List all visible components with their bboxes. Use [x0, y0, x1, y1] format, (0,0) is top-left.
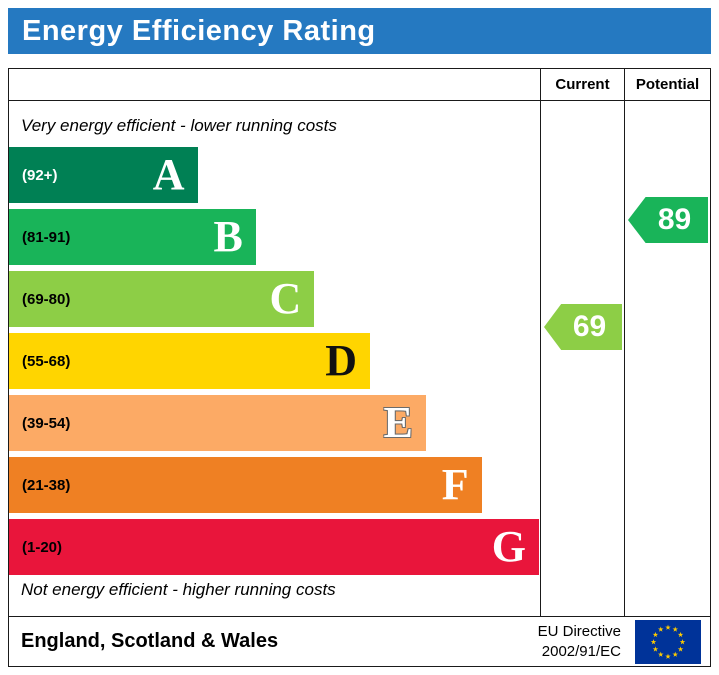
top-note: Very energy efficient - lower running co… [21, 116, 337, 135]
current-column-header: Current [540, 69, 624, 101]
band-f-letter: F [441, 460, 469, 509]
bands-area: Very energy efficient - lower running co… [9, 101, 540, 616]
band-row-b: (81-91) B [9, 209, 540, 265]
current-column: 69 [540, 101, 624, 616]
potential-column-header: Potential [624, 69, 710, 101]
band-e-range: (39-54) [22, 414, 71, 432]
chart-frame: Current Potential Very energy efficient … [8, 68, 711, 667]
band-a-range: (92+) [22, 166, 58, 184]
header-spacer [9, 69, 540, 101]
band-g-range: (1-20) [22, 538, 63, 556]
band-row-e: (39-54) E [9, 395, 540, 451]
eu-directive-line2: 2002/91/EC [541, 642, 621, 660]
band-g-letter: G [491, 522, 526, 571]
band-g: (1-20) G [9, 519, 539, 575]
band-f-range: (21-38) [22, 476, 71, 494]
current-rating-pointer: 69 [544, 304, 622, 350]
band-e: (39-54) E [9, 395, 426, 451]
band-c-letter: C [269, 274, 302, 323]
potential-column: 89 [624, 101, 710, 616]
band-e-letter: E [383, 398, 413, 447]
page-title: Energy Efficiency Rating [22, 14, 376, 47]
eu-directive-line1: EU Directive [537, 623, 621, 640]
band-f: (21-38) F [9, 457, 482, 513]
band-a-letter: A [152, 150, 185, 199]
band-b-range: (81-91) [22, 228, 71, 246]
band-row-g: (1-20) G [9, 519, 540, 575]
band-d: (55-68) D [9, 333, 371, 389]
region-label: England, Scotland & Wales [21, 630, 279, 652]
bottom-note: Not energy efficient - higher running co… [21, 580, 336, 599]
band-row-c: (69-80) C [9, 271, 540, 327]
band-row-f: (21-38) F [9, 457, 540, 513]
chart-footer: England, Scotland & Wales EU Directive 2… [9, 616, 710, 666]
title-bar: Energy Efficiency Rating [8, 8, 711, 54]
band-b-letter: B [213, 212, 243, 261]
potential-rating-value: 89 [657, 203, 692, 236]
band-c: (69-80) C [9, 271, 315, 327]
band-row-d: (55-68) D [9, 333, 540, 389]
band-d-letter: D [325, 336, 358, 385]
band-c-range: (69-80) [22, 290, 71, 308]
eu-directive-label: EU Directive 2002/91/EC [538, 622, 621, 661]
eu-flag-icon [635, 619, 701, 664]
band-d-range: (55-68) [22, 352, 71, 370]
band-a: (92+) A [9, 147, 198, 203]
potential-rating-pointer: 89 [628, 197, 708, 243]
current-rating-value: 69 [572, 310, 607, 343]
band-b: (81-91) B [9, 209, 256, 265]
band-row-a: (92+) A [9, 147, 540, 203]
